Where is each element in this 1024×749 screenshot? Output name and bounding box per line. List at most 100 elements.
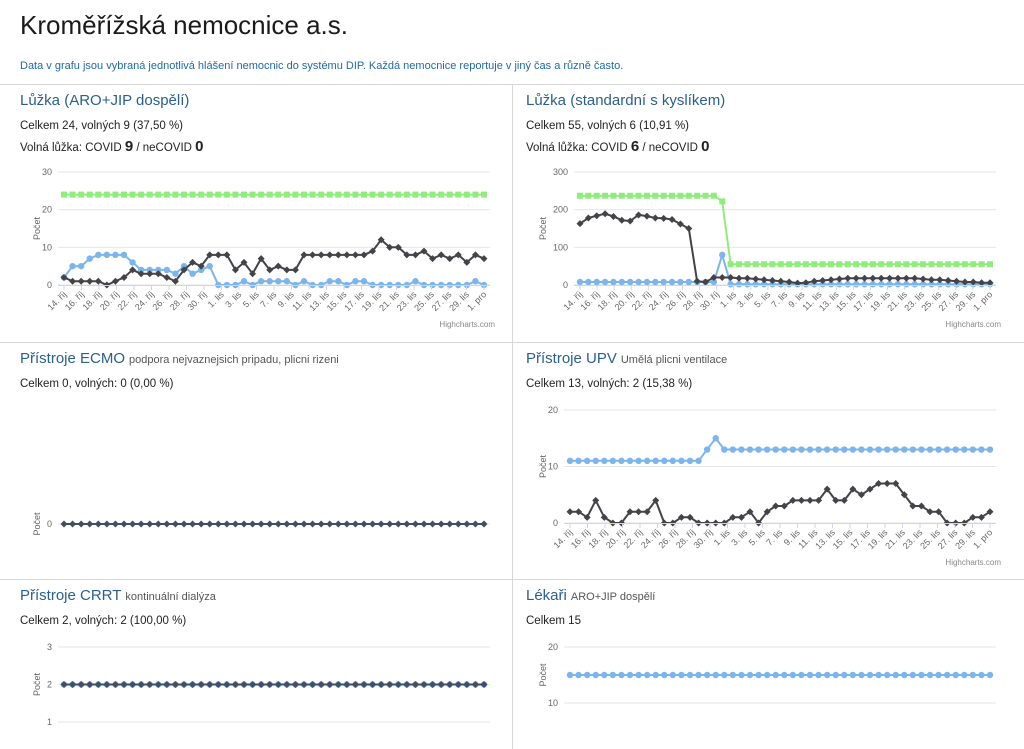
- data-point: [94, 520, 102, 528]
- data-point: [309, 681, 317, 688]
- data-point: [695, 457, 702, 465]
- data-point: [481, 191, 487, 198]
- y-tick-label: 2: [47, 680, 52, 690]
- data-point: [480, 255, 488, 263]
- data-point: [635, 192, 642, 199]
- data-point: [197, 681, 205, 688]
- data-point: [326, 278, 333, 285]
- data-point: [703, 446, 711, 453]
- data-point: [446, 191, 453, 198]
- data-point: [343, 251, 351, 259]
- x-tick-label: 1. lis: [712, 527, 733, 548]
- panel-stat-total: Celkem 55, volných 6 (10,91 %): [526, 120, 689, 132]
- y-tick-label: 20: [548, 642, 558, 652]
- data-point: [926, 671, 934, 679]
- data-point: [685, 225, 693, 232]
- data-point: [721, 671, 728, 679]
- data-point: [593, 192, 600, 199]
- data-point: [735, 281, 743, 288]
- data-point: [601, 457, 608, 465]
- x-tick-label: 24. říj: [133, 289, 156, 312]
- data-point: [274, 681, 282, 688]
- data-point: [618, 671, 625, 679]
- data-point: [626, 457, 634, 465]
- data-point: [686, 513, 694, 521]
- data-point: [755, 446, 762, 453]
- data-point: [875, 479, 883, 487]
- data-point: [892, 446, 899, 453]
- data-point: [811, 261, 818, 268]
- data-point: [163, 273, 171, 281]
- data-point: [815, 496, 823, 504]
- x-tick-label: 1. pro: [971, 527, 994, 550]
- data-point: [802, 279, 810, 287]
- data-point: [369, 191, 376, 198]
- data-point: [952, 671, 959, 679]
- data-point: [231, 266, 239, 274]
- data-point: [583, 457, 591, 465]
- data-point: [861, 281, 868, 288]
- data-point: [866, 671, 874, 679]
- data-point: [377, 520, 385, 528]
- data-point: [918, 671, 925, 679]
- data-point: [835, 275, 843, 283]
- data-point: [429, 681, 437, 688]
- data-point: [429, 255, 437, 263]
- data-point: [961, 278, 969, 286]
- data-point: [585, 192, 592, 199]
- data-point: [911, 274, 919, 282]
- data-point: [977, 513, 985, 521]
- data-point: [668, 215, 676, 223]
- data-point: [901, 446, 908, 453]
- data-point: [223, 681, 231, 688]
- x-tick-label: 24. říj: [639, 527, 662, 550]
- data-point: [378, 191, 385, 198]
- data-point: [437, 251, 445, 259]
- data-point: [129, 259, 136, 266]
- series-line: [63, 253, 485, 286]
- data-point: [69, 191, 76, 198]
- data-point: [223, 191, 230, 198]
- data-point: [129, 266, 137, 274]
- data-point: [566, 671, 574, 679]
- data-point: [274, 262, 282, 270]
- data-point: [703, 671, 711, 679]
- data-point: [86, 520, 94, 528]
- data-point: [609, 457, 617, 465]
- data-point: [652, 457, 659, 465]
- panel-title: Lůžka (ARO+JIP dospělí): [20, 92, 190, 109]
- data-point: [403, 251, 411, 259]
- data-point: [249, 520, 257, 528]
- data-point: [911, 261, 918, 268]
- data-point: [360, 681, 368, 688]
- data-point: [163, 520, 171, 528]
- data-point: [60, 273, 68, 281]
- data-point: [789, 496, 797, 504]
- data-point: [120, 273, 128, 281]
- data-point: [840, 496, 848, 504]
- data-point: [112, 191, 119, 198]
- data-point: [197, 520, 205, 528]
- data-point: [869, 261, 876, 268]
- data-point: [841, 446, 848, 453]
- data-point: [577, 192, 583, 199]
- panel-stat-total: Celkem 24, volných 9 (37,50 %): [20, 120, 183, 132]
- data-point: [635, 278, 642, 286]
- data-point: [953, 261, 960, 268]
- data-point: [249, 191, 256, 198]
- data-point: [351, 681, 359, 688]
- data-point: [292, 191, 299, 198]
- x-tick-label: 28. říj: [674, 527, 697, 550]
- data-point: [360, 278, 368, 285]
- data-point: [635, 211, 643, 219]
- data-point: [695, 671, 702, 679]
- data-point: [472, 278, 479, 285]
- y-tick-label: 30: [42, 167, 52, 177]
- data-point: [197, 262, 205, 270]
- x-tick-label: 1. lis: [718, 289, 739, 310]
- data-point: [275, 191, 282, 198]
- data-point: [919, 275, 927, 283]
- data-point: [300, 520, 308, 528]
- data-point: [903, 261, 910, 268]
- panel-stat-free: Volná lůžka: COVID 9 / neCOVID 0: [20, 138, 204, 155]
